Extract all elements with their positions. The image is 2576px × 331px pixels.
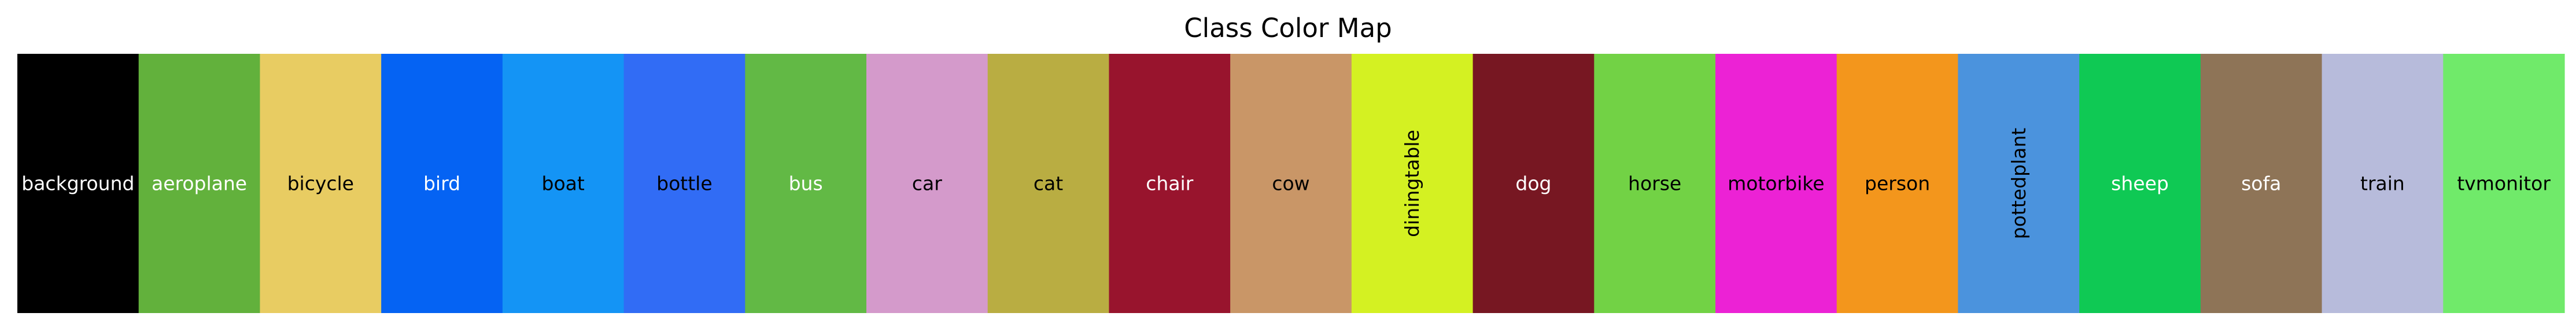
chart-title: Class Color Map: [1184, 13, 1392, 43]
swatch-label-cow: cow: [1272, 172, 1309, 195]
swatch-bottle: [623, 54, 746, 313]
swatch-cat: [987, 54, 1110, 313]
swatch-label-sofa: sofa: [2241, 172, 2281, 195]
swatch-label-bottle: bottle: [656, 172, 713, 195]
swatch-horse: [1594, 54, 1716, 313]
swatch-car: [866, 54, 988, 313]
swatch-background: [17, 54, 139, 313]
swatch-pottedplant: [1958, 54, 2080, 313]
swatch-sheep: [2079, 54, 2201, 313]
swatch-label-background: background: [21, 172, 134, 195]
swatch-label-boat: boat: [542, 172, 585, 195]
swatch-cow: [1230, 54, 1352, 313]
swatch-dog: [1472, 54, 1595, 313]
swatch-person: [1836, 54, 1959, 313]
swatch-label-bus: bus: [789, 172, 823, 195]
swatch-bicycle: [260, 54, 382, 313]
swatch-diningtable: [1351, 54, 1474, 313]
swatch-label-bird: bird: [423, 172, 460, 195]
swatch-bird: [381, 54, 503, 313]
swatch-bus: [745, 54, 867, 313]
swatch-label-person: person: [1865, 172, 1930, 195]
swatch-label-aeroplane: aeroplane: [152, 172, 247, 195]
swatch-chair: [1109, 54, 1231, 313]
swatch-tvmonitor: [2443, 54, 2565, 313]
swatch-boat: [502, 54, 625, 313]
swatch-label-chair: chair: [1146, 172, 1193, 195]
swatch-train: [2322, 54, 2444, 313]
swatch-label-bicycle: bicycle: [287, 172, 354, 195]
swatch-label-horse: horse: [1628, 172, 1681, 195]
swatch-label-motorbike: motorbike: [1728, 172, 1824, 195]
swatch-label-sheep: sheep: [2111, 172, 2169, 195]
color-swatch-strip: background aeroplane bicycle bird boat bottle…: [17, 54, 2565, 313]
swatch-label-train: train: [2360, 172, 2405, 195]
swatch-label-diningtable: diningtable: [1401, 130, 1423, 237]
swatch-aeroplane: [138, 54, 261, 313]
swatch-label-tvmonitor: tvmonitor: [2457, 172, 2551, 195]
swatch-label-car: car: [912, 172, 942, 195]
swatch-label-cat: cat: [1034, 172, 1063, 195]
swatch-label-pottedplant: pottedplant: [2007, 128, 2030, 240]
swatch-label-dog: dog: [1515, 172, 1551, 195]
swatch-sofa: [2200, 54, 2323, 313]
swatch-motorbike: [1715, 54, 1837, 313]
